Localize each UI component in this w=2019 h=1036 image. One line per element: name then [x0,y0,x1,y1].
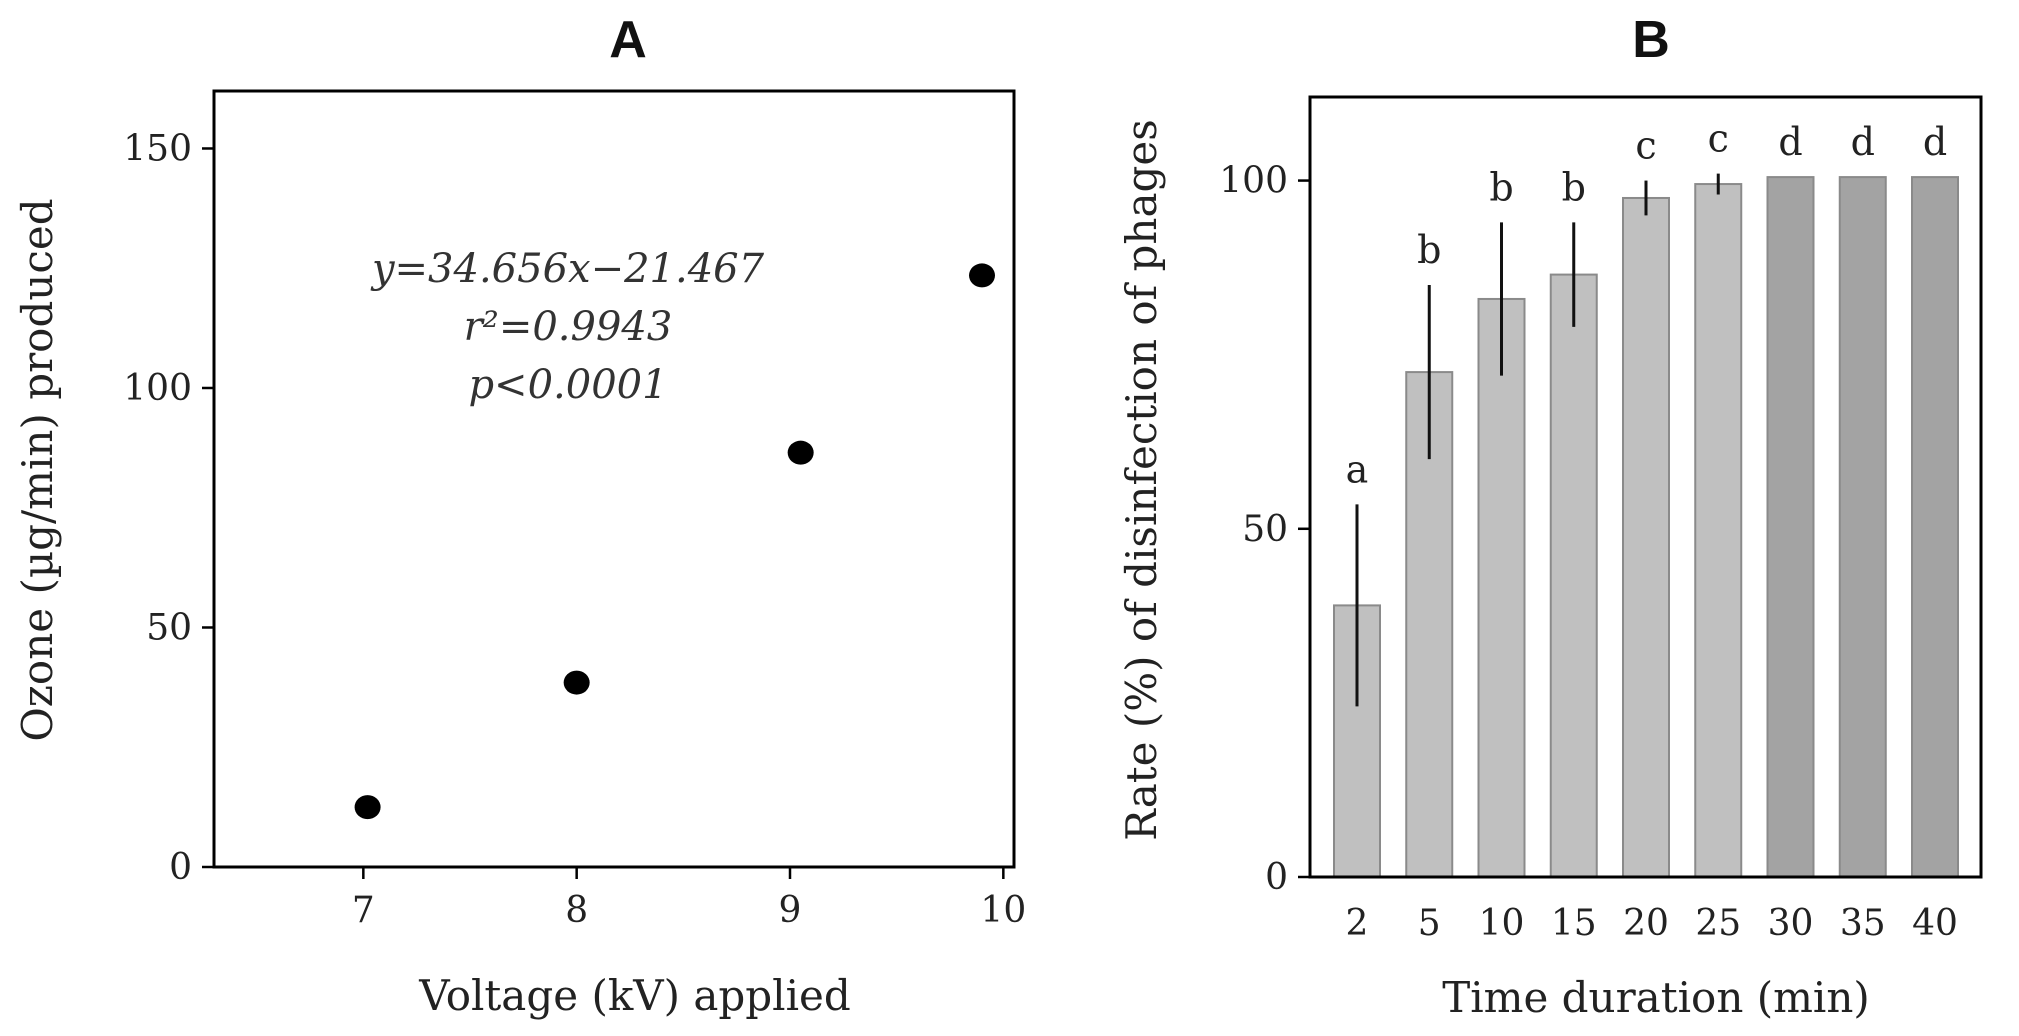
panel-b-x-tick-label: 5 [1418,903,1441,944]
panel-a-data-point [787,440,814,465]
panel-b-bar [1911,176,1959,878]
panel-b-x-tick-label: 2 [1346,903,1369,944]
panel-b-significance-letter: d [1923,120,1947,164]
panel-a-data-point [969,263,995,288]
panel-b-x-tick-label: 15 [1551,903,1597,944]
panel-b-bar [1766,176,1815,878]
panel-b-significance-letter: d [1851,120,1875,164]
panel-b-significance-letter: c [1635,124,1656,168]
panel-b-bar [1477,297,1526,878]
panel-b-y-tick-label: 100 [1219,161,1288,202]
panel-a-data-point [563,670,590,695]
panel-a-x-tick-label: 8 [565,890,588,931]
panel-a-x-tick-label: 7 [352,890,375,931]
panel-b-significance-letter: b [1562,165,1586,209]
panel-a-r-squared: r²=0.9943 [464,304,673,350]
panel-b-title: B [1632,11,1670,69]
panel-b-x-tick-label: 25 [1695,903,1741,944]
panel-b-bar [1838,176,1887,878]
panel-b-x-tick-label: 35 [1840,903,1886,944]
panel-a-y-tick-label: 50 [146,607,192,648]
panel-b-significance-letter: d [1778,120,1802,164]
panel-a-p-value: p<0.0001 [468,362,667,408]
panel-b-y-axis-title: Rate (%) of disinfection of phages [1117,119,1166,841]
panel-b-y-tick-label: 0 [1265,857,1288,898]
panel-a-x-axis-title: Voltage (kV) applied [418,971,851,1020]
panel-a-x-tick-label: 10 [980,890,1026,931]
panel-a-equation: y=34.656x−21.467 [370,246,765,292]
panel-b-bar [1694,183,1743,878]
panel-a-y-tick-label: 0 [169,847,192,888]
panel-b-y-tick-label: 50 [1242,509,1288,550]
panel-b-x-tick-label: 20 [1623,903,1669,944]
panel-a-y-axis-title: Ozone (µg/min) produced [13,198,62,741]
panel-b-x-tick-label: 10 [1479,903,1525,944]
panel-b-bar [1622,196,1670,879]
panel-b-significance-letter: c [1708,117,1729,161]
panel-a-x-tick-label: 9 [779,890,802,931]
panel-a-title: A [609,11,647,69]
panel-a-y-tick-label: 150 [123,128,192,169]
panel-b-significance-letter: b [1417,228,1441,272]
panel-b-x-tick-label: 40 [1912,903,1958,944]
panel-b-significance-letter: a [1346,447,1369,491]
panel-b-bar [1549,273,1598,878]
panel-a-plot-frame [212,89,1016,869]
panel-b-plot-frame [1308,95,1983,879]
panel-a-y-tick-label: 100 [123,368,192,409]
panel-a-chart: A 0 50 100 150 7 8 9 10 y=34.656x−21.467 r²=0.… [13,11,1026,1020]
panel-a-data-point [354,795,381,820]
panel-b-x-tick-label: 30 [1768,903,1814,944]
panel-b-significance-letter: b [1489,165,1513,209]
panel-b-x-axis-title: Time duration (min) [1442,973,1870,1022]
